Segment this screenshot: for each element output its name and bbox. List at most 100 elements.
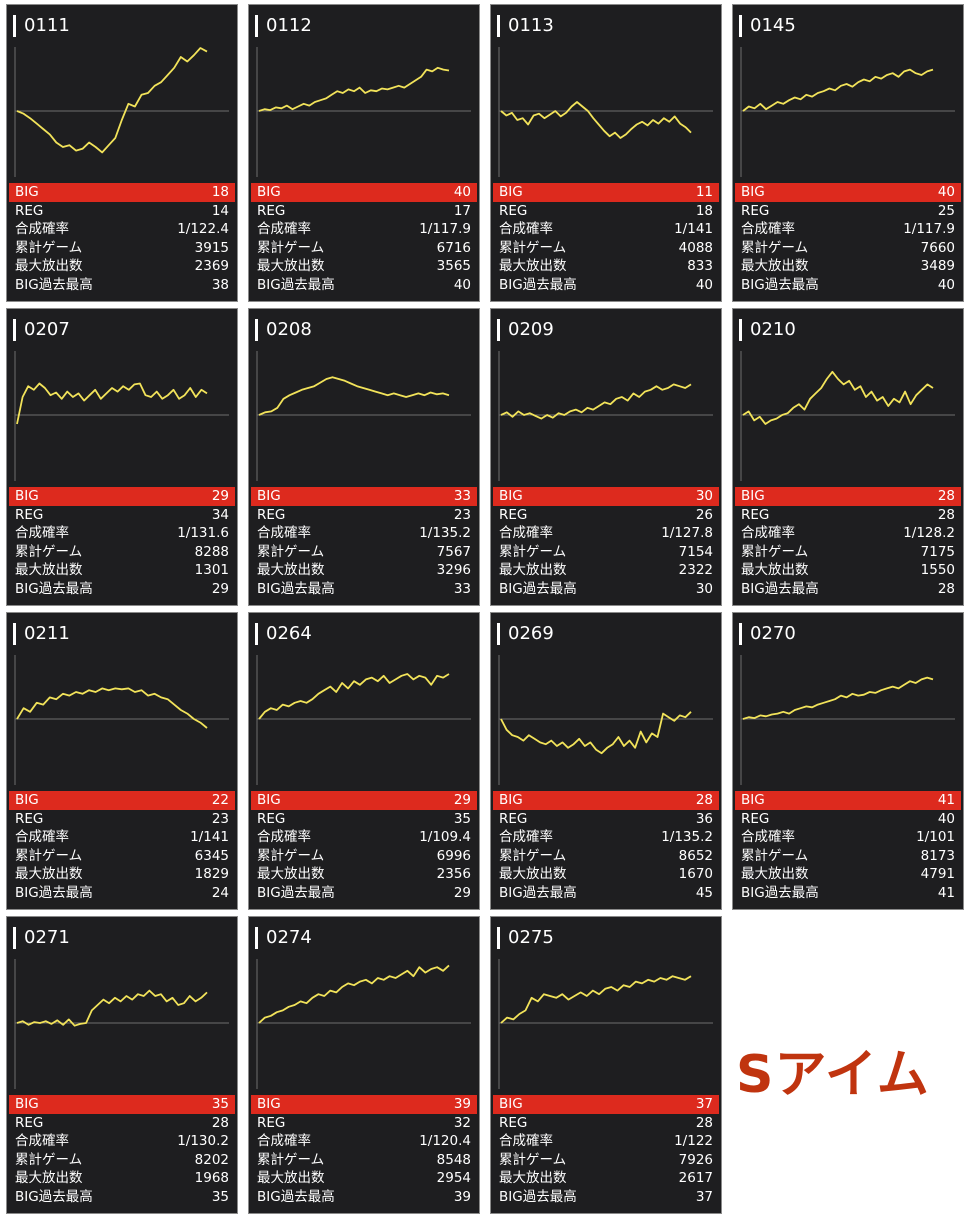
stat-value: 8548 bbox=[436, 1151, 471, 1168]
stat-value: 29 bbox=[211, 580, 229, 597]
machine-card-0113[interactable]: 0113 BIG 11 REG 18 合成確率 1/141 累計ゲーム 4088 最大放出数 833… bbox=[490, 4, 722, 302]
stats-table: BIG 29 REG 35 合成確率 1/109.4 累計ゲーム 6996 最大放出数 2356 B… bbox=[251, 791, 477, 902]
stats-table: BIG 35 REG 28 合成確率 1/130.2 累計ゲーム 8202 最大放出数 1968 B… bbox=[9, 1095, 235, 1206]
stat-row-max: 最大放出数 833 bbox=[493, 257, 719, 276]
stat-row-games: 累計ゲーム 7175 bbox=[735, 543, 961, 562]
stat-value: 1829 bbox=[194, 866, 229, 882]
machine-card-0271[interactable]: 0271 BIG 35 REG 28 合成確率 1/130.2 累計ゲーム 8202 最大放出数 1… bbox=[6, 916, 238, 1214]
stat-row-big: BIG 30 bbox=[493, 487, 719, 506]
stat-label: 累計ゲーム bbox=[257, 239, 325, 256]
machine-card-0145[interactable]: 0145 BIG 40 REG 25 合成確率 1/117.9 累計ゲーム 7660 最大放出数 3… bbox=[732, 4, 964, 302]
slump-line bbox=[500, 101, 692, 139]
stat-row-games: 累計ゲーム 6996 bbox=[251, 847, 477, 866]
stat-value: 29 bbox=[453, 792, 471, 808]
stat-value: 1/141 bbox=[674, 221, 713, 237]
machine-number: 0207 bbox=[13, 319, 70, 341]
stat-value: 4791 bbox=[920, 866, 955, 882]
stat-value: 3296 bbox=[436, 562, 471, 578]
stat-row-big: BIG 11 bbox=[493, 183, 719, 202]
machine-card-0111[interactable]: 0111 BIG 18 REG 14 合成確率 1/122.4 累計ゲーム 3915 最大放出数 2… bbox=[6, 4, 238, 302]
stat-label: 合成確率 bbox=[15, 525, 69, 541]
machine-card-0210[interactable]: 0210 BIG 28 REG 28 合成確率 1/128.2 累計ゲーム 7175 最大放出数 1… bbox=[732, 308, 964, 606]
stat-label: 累計ゲーム bbox=[499, 847, 567, 864]
stat-row-games: 累計ゲーム 8173 bbox=[735, 847, 961, 866]
stat-value: 2322 bbox=[678, 562, 713, 578]
stat-label: 合成確率 bbox=[15, 829, 69, 845]
stat-label: 合成確率 bbox=[499, 525, 553, 541]
stat-value: 1/135.2 bbox=[419, 525, 471, 541]
machine-number: 0275 bbox=[497, 927, 554, 949]
stat-value: 30 bbox=[695, 580, 713, 597]
stat-row-best: BIG過去最高 39 bbox=[251, 1188, 477, 1207]
stat-row-max: 最大放出数 1829 bbox=[9, 865, 235, 884]
stat-label: BIG bbox=[741, 792, 765, 808]
stat-value: 2369 bbox=[194, 258, 229, 274]
stat-label: BIG過去最高 bbox=[257, 884, 335, 901]
machine-card-0211[interactable]: 0211 BIG 22 REG 23 合成確率 1/141 累計ゲーム 6345 最大放出数 182… bbox=[6, 612, 238, 910]
stat-row-rate: 合成確率 1/135.2 bbox=[493, 828, 719, 847]
stat-value: 30 bbox=[695, 488, 713, 504]
stat-row-reg: REG 28 bbox=[735, 506, 961, 525]
stat-row-rate: 合成確率 1/131.6 bbox=[9, 524, 235, 543]
stat-label: REG bbox=[741, 202, 770, 219]
stat-row-big: BIG 28 bbox=[493, 791, 719, 810]
machine-card-0208[interactable]: 0208 BIG 33 REG 23 合成確率 1/135.2 累計ゲーム 7567 最大放出数 3… bbox=[248, 308, 480, 606]
stat-row-games: 累計ゲーム 8652 bbox=[493, 847, 719, 866]
stat-label: 合成確率 bbox=[257, 829, 311, 845]
stat-label: BIG bbox=[499, 1096, 523, 1112]
stat-value: 17 bbox=[453, 202, 471, 219]
machine-card-0275[interactable]: 0275 BIG 37 REG 28 合成確率 1/122 累計ゲーム 7926 最大放出数 261… bbox=[490, 916, 722, 1214]
stat-row-max: 最大放出数 3296 bbox=[251, 561, 477, 580]
slump-line bbox=[16, 989, 208, 1027]
stat-label: REG bbox=[741, 810, 770, 827]
stat-label: 累計ゲーム bbox=[15, 1151, 83, 1168]
stat-label: REG bbox=[741, 506, 770, 523]
stat-label: REG bbox=[15, 202, 44, 219]
machine-card-0264[interactable]: 0264 BIG 29 REG 35 合成確率 1/109.4 累計ゲーム 6996 最大放出数 2… bbox=[248, 612, 480, 910]
stat-label: 合成確率 bbox=[15, 1133, 69, 1149]
machine-card-0270[interactable]: 0270 BIG 41 REG 40 合成確率 1/101 累計ゲーム 8173 最大放出数 479… bbox=[732, 612, 964, 910]
stat-value: 3915 bbox=[194, 239, 229, 256]
stat-row-games: 累計ゲーム 8288 bbox=[9, 543, 235, 562]
stat-label: 累計ゲーム bbox=[499, 1151, 567, 1168]
stat-label: 最大放出数 bbox=[499, 1170, 567, 1186]
stat-value: 33 bbox=[453, 580, 471, 597]
stat-row-best: BIG過去最高 37 bbox=[493, 1188, 719, 1207]
stat-value: 37 bbox=[695, 1188, 713, 1205]
stat-row-best: BIG過去最高 33 bbox=[251, 580, 477, 599]
stat-label: 最大放出数 bbox=[257, 258, 325, 274]
stat-label: 最大放出数 bbox=[499, 866, 567, 882]
machine-card-0207[interactable]: 0207 BIG 29 REG 34 合成確率 1/131.6 累計ゲーム 8288 最大放出数 1… bbox=[6, 308, 238, 606]
stat-row-games: 累計ゲーム 7660 bbox=[735, 239, 961, 258]
stat-value: 1/141 bbox=[190, 829, 229, 845]
machine-card-0274[interactable]: 0274 BIG 39 REG 32 合成確率 1/120.4 累計ゲーム 8548 最大放出数 2… bbox=[248, 916, 480, 1214]
stat-row-big: BIG 22 bbox=[9, 791, 235, 810]
stat-label: 累計ゲーム bbox=[499, 239, 567, 256]
stat-row-best: BIG過去最高 35 bbox=[9, 1188, 235, 1207]
stat-value: 6996 bbox=[436, 847, 471, 864]
stat-row-big: BIG 37 bbox=[493, 1095, 719, 1114]
machine-card-0269[interactable]: 0269 BIG 28 REG 36 合成確率 1/135.2 累計ゲーム 8652 最大放出数 1… bbox=[490, 612, 722, 910]
slump-graph bbox=[740, 351, 955, 481]
stat-row-games: 累計ゲーム 6345 bbox=[9, 847, 235, 866]
stat-value: 1670 bbox=[678, 866, 713, 882]
slump-line bbox=[16, 382, 208, 425]
stat-value: 24 bbox=[211, 884, 229, 901]
stat-value: 1/127.8 bbox=[661, 525, 713, 541]
stat-value: 29 bbox=[211, 488, 229, 504]
stat-row-rate: 合成確率 1/122.4 bbox=[9, 220, 235, 239]
stat-row-big: BIG 33 bbox=[251, 487, 477, 506]
stat-value: 11 bbox=[695, 184, 713, 200]
machine-card-0209[interactable]: 0209 BIG 30 REG 26 合成確率 1/127.8 累計ゲーム 7154 最大放出数 2… bbox=[490, 308, 722, 606]
stat-label: 最大放出数 bbox=[257, 1170, 325, 1186]
stats-table: BIG 29 REG 34 合成確率 1/131.6 累計ゲーム 8288 最大放出数 1301 B… bbox=[9, 487, 235, 598]
stat-value: 2617 bbox=[678, 1170, 713, 1186]
stat-label: BIG bbox=[257, 1096, 281, 1112]
stat-row-reg: REG 18 bbox=[493, 202, 719, 221]
machine-card-0112[interactable]: 0112 BIG 40 REG 17 合成確率 1/117.9 累計ゲーム 6716 最大放出数 3… bbox=[248, 4, 480, 302]
stat-row-best: BIG過去最高 41 bbox=[735, 884, 961, 903]
stat-value: 36 bbox=[695, 810, 713, 827]
stat-row-best: BIG過去最高 30 bbox=[493, 580, 719, 599]
stat-value: 1/128.2 bbox=[903, 525, 955, 541]
stat-row-rate: 合成確率 1/127.8 bbox=[493, 524, 719, 543]
